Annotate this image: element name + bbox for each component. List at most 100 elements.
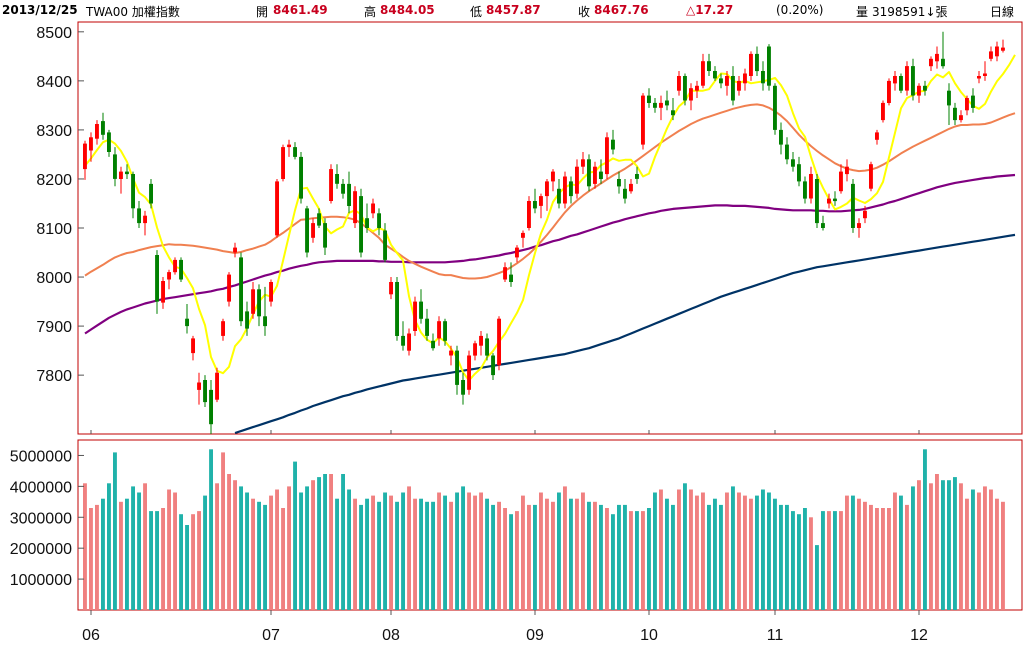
volume-bar [299,492,303,610]
candle-body [137,208,141,224]
volume-bar [401,492,405,610]
volume-bar [95,504,99,610]
volume-bar [347,489,351,610]
candle-body [779,129,783,145]
candle-body [503,267,507,280]
candle [725,71,729,96]
ma20-line [84,103,1016,280]
candle-body [959,115,963,121]
candle [491,353,495,381]
candle [101,112,105,140]
volume-bar [587,501,591,610]
volume-bar [923,449,927,610]
candle [815,174,819,228]
candle-body [197,382,201,390]
candle [113,147,117,187]
volume-bar [695,495,699,610]
candle-body [407,333,411,351]
price-tick-label: 8500 [36,25,72,42]
volume-bar [467,492,471,610]
volume-bar [857,498,861,610]
volume-bar [491,504,495,610]
candle-body [983,73,987,76]
candle-body [623,188,627,199]
candle [365,203,369,233]
volume-bar [791,511,795,610]
candle [107,129,111,157]
volume-bar [977,492,981,610]
volume-bar [539,492,543,610]
candle [257,284,261,327]
candle-body [671,110,675,116]
candle [305,205,309,258]
volume-bar [431,501,435,610]
candle [995,41,999,62]
candle-body [581,159,585,167]
volume-bar [557,492,561,610]
candle-body [701,61,705,86]
volume-bar [863,501,867,610]
candle [149,178,153,209]
candle-body [155,255,159,302]
volume-bar [311,480,315,610]
candle-body [893,76,897,84]
candle-body [437,321,441,339]
volume-bar [485,498,489,610]
price-tick-label: 8300 [36,123,72,140]
candle-body [875,132,879,140]
candle-body [95,124,99,139]
volume-bar [335,498,339,610]
candle [227,272,231,307]
volume-bar [965,498,969,610]
candle-body [1001,47,1005,51]
candle [299,151,303,204]
volume-bar [929,483,933,610]
volume-bar [875,508,879,610]
open-value: 8461.49 [273,3,328,17]
candle [341,178,345,199]
month-label: 06 [82,627,100,644]
volume-bar [143,483,147,610]
candle [449,345,453,366]
candle-body [413,301,417,331]
candle-body [713,71,717,79]
candle [797,156,801,187]
volume-bar [137,492,141,610]
volume-bar [227,474,231,610]
candle [569,176,573,204]
volume-bar [821,511,825,610]
volume-bar [767,492,771,610]
candle [485,333,489,361]
candle-body [377,213,381,228]
candle [233,242,237,258]
candle-body [605,137,609,175]
candle [323,218,327,255]
volume-bar [683,483,687,610]
candle [203,375,207,408]
candle-body [83,143,87,170]
candle [293,142,297,160]
candle-body [629,183,633,192]
candle-body [941,58,945,67]
volume-bar [425,501,429,610]
volume-bar [113,452,117,610]
ma5-line [84,54,1016,382]
quote-date: 2013/12/25 [2,3,78,17]
candle-body [881,102,885,121]
candle [383,223,387,263]
candle-body [179,259,183,280]
candle-body [203,380,207,403]
volume-bar [359,504,363,610]
candle [701,53,705,89]
candle-body [521,232,525,238]
volume-label: 量 [856,5,869,19]
volume-bar [503,508,507,610]
candle-body [989,51,993,59]
candle [89,132,93,162]
volume-bar [815,545,819,610]
candle-body [923,85,927,91]
candle [371,198,375,219]
candle [641,93,645,150]
candle-body [449,350,453,356]
volume-bar [713,498,717,610]
